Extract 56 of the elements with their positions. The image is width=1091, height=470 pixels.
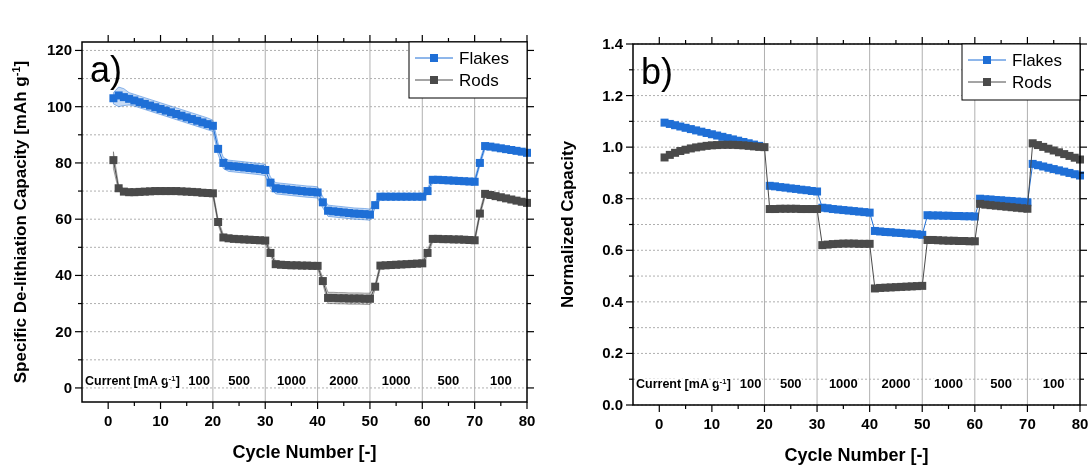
x-tick-label: 30 [808,415,826,432]
legend-label: Rods [1012,73,1052,92]
x-tick-label: 70 [466,412,483,429]
annotation: b) [641,51,674,92]
y-tick-label: 20 [55,322,72,340]
x-tick-label: 10 [703,415,721,432]
annotation: 500 [228,373,250,388]
y-tick-label: 0 [63,378,72,396]
y-tick-label: 1.4 [602,35,624,52]
x-tick-label: 0 [104,412,113,429]
legend-label: Rods [459,71,499,90]
legend-label: Flakes [1012,51,1063,70]
y-tick-label: 0.6 [602,241,623,259]
x-tick-label: 80 [518,412,536,429]
annotation: 1000 [828,376,858,391]
x-tick-label: 0 [655,415,664,432]
y-tick-label: 1.2 [602,86,623,104]
annotation: 1000 [381,373,411,388]
annotation: 100 [489,373,512,388]
annotation: a) [90,49,123,90]
annotation: 2000 [329,373,359,388]
y-tick-label: 120 [46,41,72,59]
annotation: 500 [990,376,1012,391]
annotation: 100 [739,376,762,391]
annotation: 2000 [881,376,911,391]
x-tick-label: 40 [309,412,326,429]
annotation: 500 [437,373,460,388]
y-tick-label: 60 [55,210,72,228]
x-tick-label: 40 [861,415,878,432]
x-axis-title: Cycle Number [-] [232,442,377,462]
x-tick-label: 80 [1071,415,1089,432]
annotation: 100 [188,373,210,388]
x-tick-label: 60 [966,415,984,432]
x-axis-title: Cycle Number [-] [784,445,929,465]
y-tick-label: 0.8 [602,189,623,207]
x-tick-label: 60 [413,412,431,429]
x-tick-label: 20 [204,412,222,429]
y-tick-label: 100 [46,97,72,115]
y-tick-label: 40 [55,266,72,284]
y-tick-label: 0.4 [602,292,624,310]
annotation: 500 [779,376,802,391]
y-tick-label: 80 [55,153,72,171]
x-tick-label: 10 [152,412,169,429]
annotation: 1000 [276,373,306,388]
y-axis-title: Normalized Capacity [558,140,577,309]
x-tick-label: 50 [913,415,931,432]
annotation: 1000 [934,376,963,391]
x-tick-label: 30 [256,412,274,429]
x-tick-label: 50 [361,412,379,429]
annotation: 100 [1042,376,1065,391]
y-tick-label: 1.0 [602,138,623,156]
x-tick-label: 70 [1019,415,1036,432]
y-tick-label: 0.2 [602,344,623,362]
y-tick-label: 0.0 [602,396,623,413]
x-tick-label: 20 [756,415,773,432]
legend-label: Flakes [459,49,510,68]
